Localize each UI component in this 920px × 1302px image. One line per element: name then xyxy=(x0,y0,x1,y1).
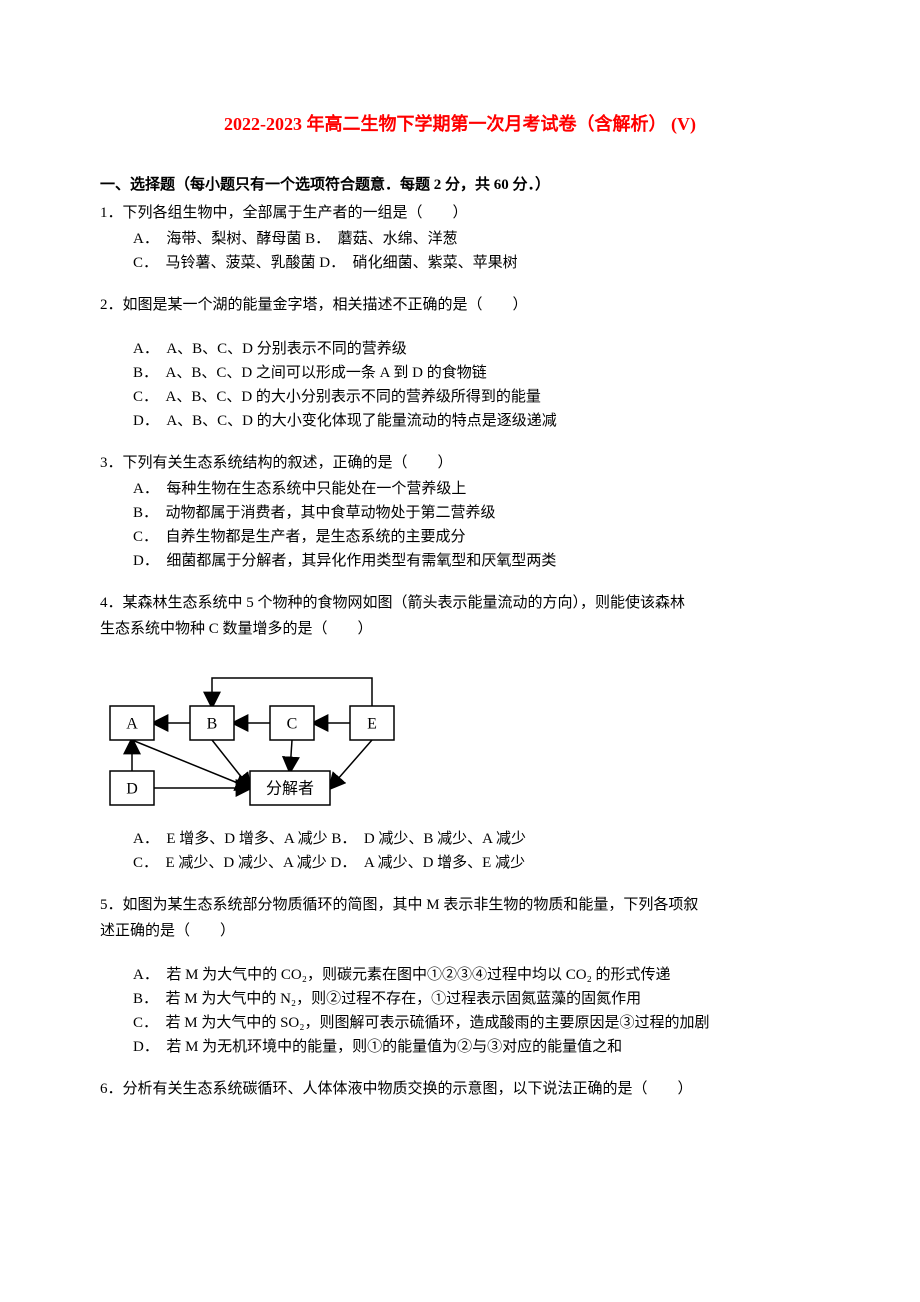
q5-stem2: 述正确的是（ ） xyxy=(100,919,820,943)
q3-options: A． 每种生物在生态系统中只能处在一个营养级上 B． 动物都属于消费者，其中食草… xyxy=(100,477,820,573)
q5-optB: B． 若 M 为大气中的 N₂，则②过程不存在，①过程表示固氮蓝藻的固氮作用 xyxy=(133,987,820,1011)
q4-optA: A． E 增多、D 增多、A 减少 xyxy=(133,831,328,847)
q2-optA: A． A、B、C、D 分别表示不同的营养级 xyxy=(133,337,820,361)
q1-optC: C． 马铃薯、菠菜、乳酸菌 xyxy=(133,255,316,271)
q1-optD: D． 硝化细菌、紫菜、苹果树 xyxy=(319,255,517,271)
q2-figure-placeholder xyxy=(100,319,820,337)
q4-line2: C． E 减少、D 减少、A 减少 D． A 减少、D 增多、E 减少 xyxy=(133,851,820,875)
question-3: 3．下列有关生态系统结构的叙述，正确的是（ ） A． 每种生物在生态系统中只能处… xyxy=(100,451,820,573)
q5-stem1: 5．如图为某生态系统部分物质循环的简图，其中 M 表示非生物的物质和能量，下列各… xyxy=(100,893,820,917)
q2-optC: C． A、B、C、D 的大小分别表示不同的营养级所得到的能量 xyxy=(133,385,820,409)
q4-line1: A． E 增多、D 增多、A 减少 B． D 减少、B 减少、A 减少 xyxy=(133,827,820,851)
q4-stem1: 4．某森林生态系统中 5 个物种的食物网如图（箭头表示能量流动的方向），则能使该… xyxy=(100,591,820,615)
q2-options: A． A、B、C、D 分别表示不同的营养级 B． A、B、C、D 之间可以形成一… xyxy=(100,337,820,433)
svg-text:B: B xyxy=(207,715,218,732)
q4-stem2: 生态系统中物种 C 数量增多的是（ ） xyxy=(100,617,820,641)
q4-optD: D． A 减少、D 增多、E 减少 xyxy=(331,855,526,871)
q2-optD: D． A、B、C、D 的大小变化体现了能量流动的特点是逐级递减 xyxy=(133,409,820,433)
q4-options: A． E 增多、D 增多、A 减少 B． D 减少、B 减少、A 减少 C． E… xyxy=(100,827,820,875)
svg-text:A: A xyxy=(126,715,138,732)
svg-text:D: D xyxy=(126,780,138,797)
q3-stem: 3．下列有关生态系统结构的叙述，正确的是（ ） xyxy=(100,451,820,475)
q4-optC: C． E 减少、D 减少、A 减少 xyxy=(133,855,327,871)
svg-text:C: C xyxy=(287,715,298,732)
q3-optB: B． 动物都属于消费者，其中食草动物处于第二营养级 xyxy=(133,501,820,525)
q3-optA: A． 每种生物在生态系统中只能处在一个营养级上 xyxy=(133,477,820,501)
q4-food-web-diagram: A B C E D 分解者 xyxy=(100,651,820,821)
q1-optB: B． 蘑菇、水绵、洋葱 xyxy=(305,231,458,247)
q5-optD: D． 若 M 为无机环境中的能量，则①的能量值为②与③对应的能量值之和 xyxy=(133,1035,820,1059)
question-5: 5．如图为某生态系统部分物质循环的简图，其中 M 表示非生物的物质和能量，下列各… xyxy=(100,893,820,1059)
svg-text:分解者: 分解者 xyxy=(266,779,314,797)
q1-optA: A． 海带、梨树、酵母菌 xyxy=(133,231,301,247)
question-1: 1．下列各组生物中，全部属于生产者的一组是（ ） A． 海带、梨树、酵母菌 B．… xyxy=(100,201,820,275)
q5-optC: C． 若 M 为大气中的 SO₂，则图解可表示硫循环，造成酸雨的主要原因是③过程… xyxy=(133,1011,820,1035)
q2-optB: B． A、B、C、D 之间可以形成一条 A 到 D 的食物链 xyxy=(133,361,820,385)
q4-svg: A B C E D 分解者 xyxy=(100,651,410,821)
question-6: 6．分析有关生态系统碳循环、人体体液中物质交换的示意图，以下说法正确的是（ ） xyxy=(100,1077,820,1101)
q3-optC: C． 自养生物都是生产者，是生态系统的主要成分 xyxy=(133,525,820,549)
q4-optB: B． D 减少、B 减少、A 减少 xyxy=(331,831,526,847)
exam-page: 2022-2023 年高二生物下学期第一次月考试卷（含解析） (V) 一、选择题… xyxy=(0,0,920,1179)
q5-options: A． 若 M 为大气中的 CO₂，则碳元素在图中①②③④过程中均以 CO₂ 的形… xyxy=(100,963,820,1059)
question-2: 2．如图是某一个湖的能量金字塔，相关描述不正确的是（ ） A． A、B、C、D … xyxy=(100,293,820,433)
q3-optD: D． 细菌都属于分解者，其异化作用类型有需氧型和厌氧型两类 xyxy=(133,549,820,573)
q5-figure-placeholder xyxy=(100,945,820,963)
q5-optA: A． 若 M 为大气中的 CO₂，则碳元素在图中①②③④过程中均以 CO₂ 的形… xyxy=(133,963,820,987)
q6-stem: 6．分析有关生态系统碳循环、人体体液中物质交换的示意图，以下说法正确的是（ ） xyxy=(100,1077,820,1101)
section-heading: 一、选择题（每小题只有一个选项符合题意．每题 2 分，共 60 分．） xyxy=(100,173,820,197)
q1-stem: 1．下列各组生物中，全部属于生产者的一组是（ ） xyxy=(100,201,820,225)
exam-title: 2022-2023 年高二生物下学期第一次月考试卷（含解析） (V) xyxy=(100,110,820,139)
q1-options: A． 海带、梨树、酵母菌 B． 蘑菇、水绵、洋葱 C． 马铃薯、菠菜、乳酸菌 D… xyxy=(100,227,820,275)
question-4: 4．某森林生态系统中 5 个物种的食物网如图（箭头表示能量流动的方向），则能使该… xyxy=(100,591,820,875)
q1-line2: C． 马铃薯、菠菜、乳酸菌 D． 硝化细菌、紫菜、苹果树 xyxy=(133,251,820,275)
q1-line1: A． 海带、梨树、酵母菌 B． 蘑菇、水绵、洋葱 xyxy=(133,227,820,251)
q2-stem: 2．如图是某一个湖的能量金字塔，相关描述不正确的是（ ） xyxy=(100,293,820,317)
svg-text:E: E xyxy=(367,715,377,732)
